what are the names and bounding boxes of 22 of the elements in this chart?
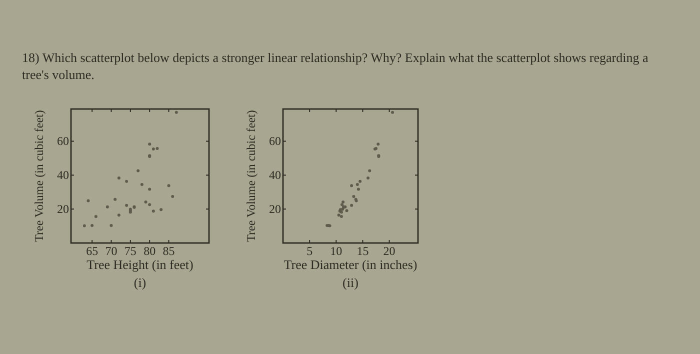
y-axis-title: Tree Volume (in cubic feet) <box>244 110 258 242</box>
y-tick-label: 40 <box>269 168 281 182</box>
x-tick-label: 15 <box>356 244 369 258</box>
x-axis-title: Tree Height (in feet) <box>86 257 194 272</box>
y-tick-label: 20 <box>57 202 69 216</box>
x-tick-label: 70 <box>105 244 118 258</box>
y-tick-label: 60 <box>57 134 69 148</box>
x-axis-title: Tree Diameter (in inches) <box>284 257 418 272</box>
y-axis-title: Tree Volume (in cubic feet) <box>32 110 46 242</box>
text: 18) Which scatterplot below depicts a stronger linear relationship? Why? Explain what the scatterplot shows regarding a tree's volume. <box>22 50 648 82</box>
y-tick-label: 40 <box>57 168 69 182</box>
y-tick-label: 20 <box>269 202 281 216</box>
text: (i) <box>134 275 146 290</box>
x-tick-label: 75 <box>124 244 136 258</box>
y-tick-label: 60 <box>269 134 281 148</box>
x-tick-label: 85 <box>162 244 175 258</box>
x-tick-label: 20 <box>383 244 396 258</box>
x-tick-label: 5 <box>306 244 313 258</box>
text: (ii) <box>342 275 358 290</box>
x-tick-label: 10 <box>330 244 342 258</box>
x-tick-label: 65 <box>86 244 98 258</box>
x-tick-label: 80 <box>144 244 156 258</box>
